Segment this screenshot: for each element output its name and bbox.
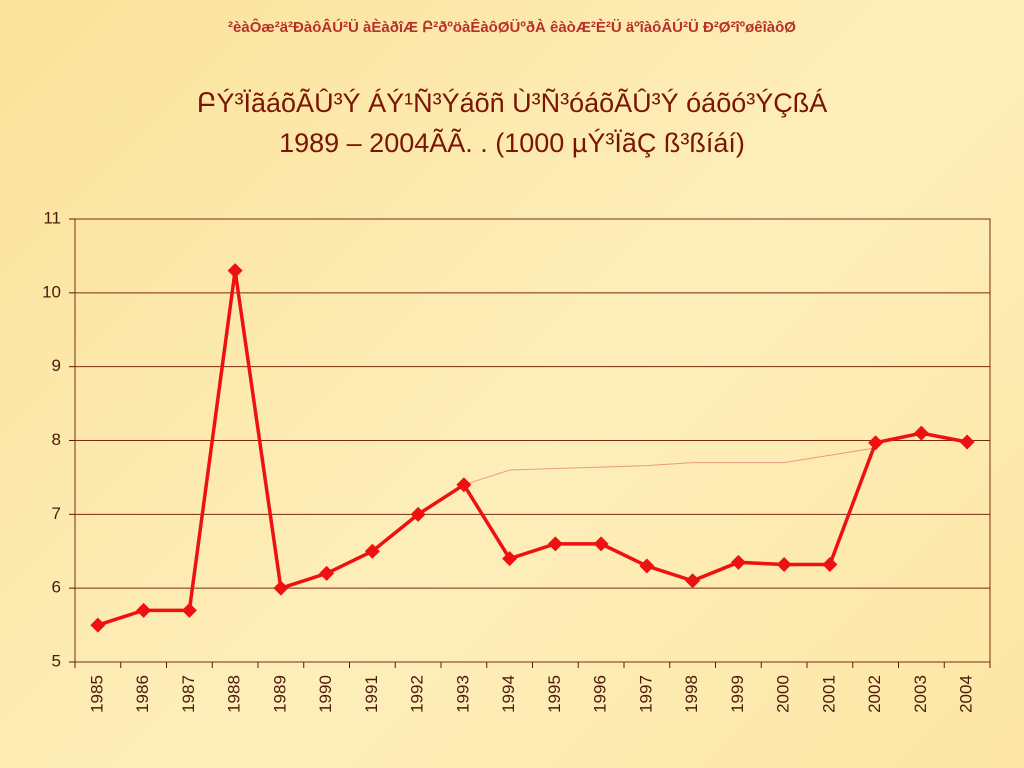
header: ²èàÔæ²ä²ÐàôÂÚ²Ü àÈàðîÆ Բ²ðºöàÊàôØÜºðÀ êà…: [228, 18, 796, 36]
y-tick-label: 11: [43, 208, 61, 227]
marker: [776, 557, 792, 573]
marker: [90, 617, 106, 633]
x-tick-label: 1997: [636, 675, 655, 713]
marker: [547, 536, 563, 552]
x-tick-label: 1991: [362, 675, 381, 713]
marker: [593, 536, 609, 552]
x-tick-label: 1985: [87, 675, 106, 713]
marker: [136, 602, 152, 618]
y-tick-label: 7: [52, 504, 61, 523]
x-tick-label: 2002: [865, 675, 884, 713]
x-tick-label: 1987: [179, 675, 198, 713]
x-tick-label: 1988: [225, 675, 244, 713]
marker: [959, 434, 975, 450]
x-tick-label: 1990: [316, 675, 335, 713]
chart-title: ԲÝ³ÏãáõÃÛ³Ý ÁÝ¹Ñ³Ýáõñ Ù³Ñ³óáõÃÛ³Ý óáõó³Ý…: [197, 87, 827, 118]
marker: [227, 263, 243, 279]
chart-title: 1989 – 2004ÃÃ. . (1000 µÝ³ÏãÇ ß³ßíáí): [279, 127, 745, 158]
x-tick-label: 2001: [819, 675, 838, 713]
x-tick-label: 1992: [408, 675, 427, 713]
marker: [364, 543, 380, 559]
x-tick-label: 1995: [545, 675, 564, 713]
data-line: [97, 270, 968, 627]
marker: [913, 425, 929, 441]
marker: [730, 554, 746, 570]
y-tick-label: 10: [42, 282, 61, 301]
x-tick-label: 1989: [270, 675, 289, 713]
marker: [685, 573, 701, 589]
x-tick-label: 2003: [911, 675, 930, 713]
marker: [639, 558, 655, 574]
y-tick-label: 9: [52, 356, 61, 375]
x-tick-label: 1994: [499, 675, 518, 713]
marker: [181, 602, 197, 618]
x-tick-label: 1993: [453, 675, 472, 713]
trend-line: [463, 447, 876, 486]
marker: [822, 557, 838, 573]
x-tick-label: 1998: [682, 675, 701, 713]
marker: [319, 565, 335, 581]
x-tick-label: 1999: [728, 675, 747, 713]
marker: [273, 580, 289, 596]
marker: [456, 477, 472, 493]
marker: [868, 435, 884, 451]
x-tick-label: 2000: [774, 675, 793, 713]
y-tick-label: 5: [52, 651, 61, 670]
marker: [502, 551, 518, 567]
y-tick-label: 6: [52, 578, 61, 597]
x-tick-label: 1996: [591, 675, 610, 713]
x-tick-label: 2004: [957, 675, 976, 713]
x-tick-label: 1986: [133, 675, 152, 713]
y-tick-label: 8: [52, 430, 61, 449]
marker: [410, 506, 426, 522]
